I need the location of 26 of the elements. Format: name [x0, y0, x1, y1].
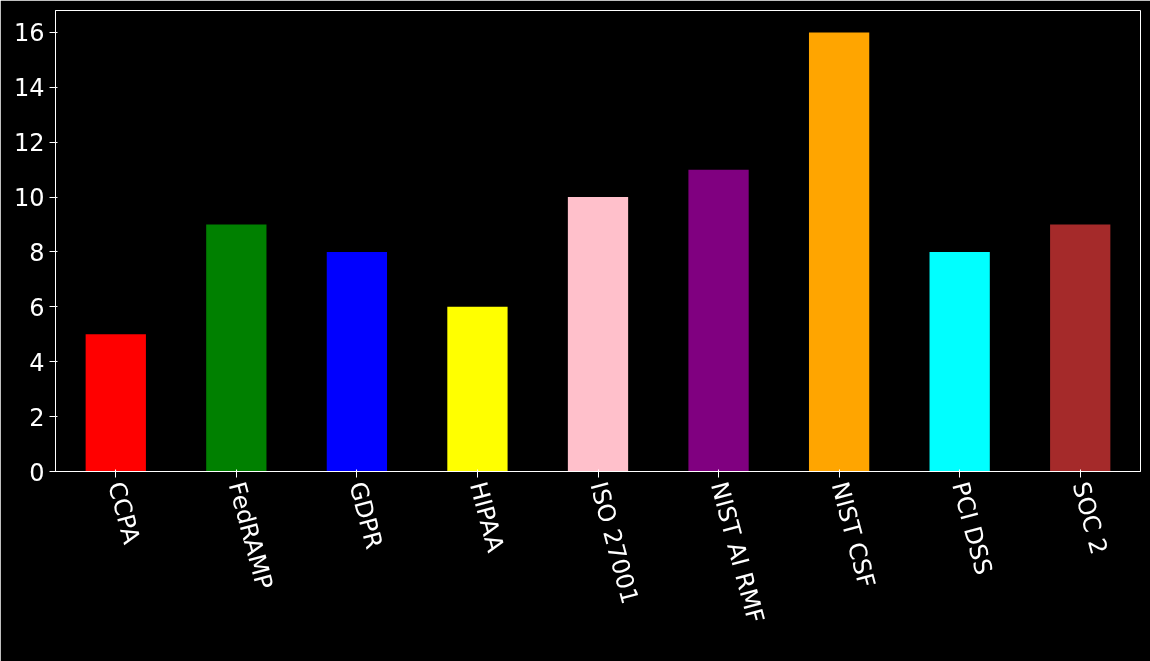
bar — [85, 334, 146, 472]
bar — [929, 251, 990, 472]
bar — [688, 169, 749, 472]
y-tick-label: 8 — [29, 238, 45, 267]
x-tick-label: GDPR — [343, 478, 389, 553]
x-tick-label: ISO 27001 — [584, 478, 644, 608]
y-tick-label: 14 — [13, 74, 45, 103]
y-tick-label: 6 — [29, 293, 45, 322]
y-tick-label: 2 — [29, 403, 45, 432]
x-tick-label: CCPA — [102, 478, 146, 548]
bar — [1050, 224, 1111, 472]
bar — [206, 224, 267, 472]
bar — [808, 32, 870, 472]
y-tick-label: 4 — [29, 348, 45, 377]
y-tick-label: 12 — [13, 129, 45, 158]
x-tick-label: NIST AI RMF — [705, 478, 770, 627]
x-tick-label: NIST CSF — [825, 478, 881, 591]
bar — [447, 306, 508, 472]
bar — [567, 197, 629, 472]
x-tick-label: HIPAA — [463, 478, 510, 556]
bar — [326, 251, 388, 472]
x-tick-label: SOC 2 — [1066, 478, 1113, 558]
y-tick-label: 0 — [29, 458, 45, 487]
y-tick-label: 16 — [13, 19, 45, 48]
y-tick-label: 10 — [13, 184, 45, 213]
x-tick-label: PCI DSS — [946, 478, 998, 578]
